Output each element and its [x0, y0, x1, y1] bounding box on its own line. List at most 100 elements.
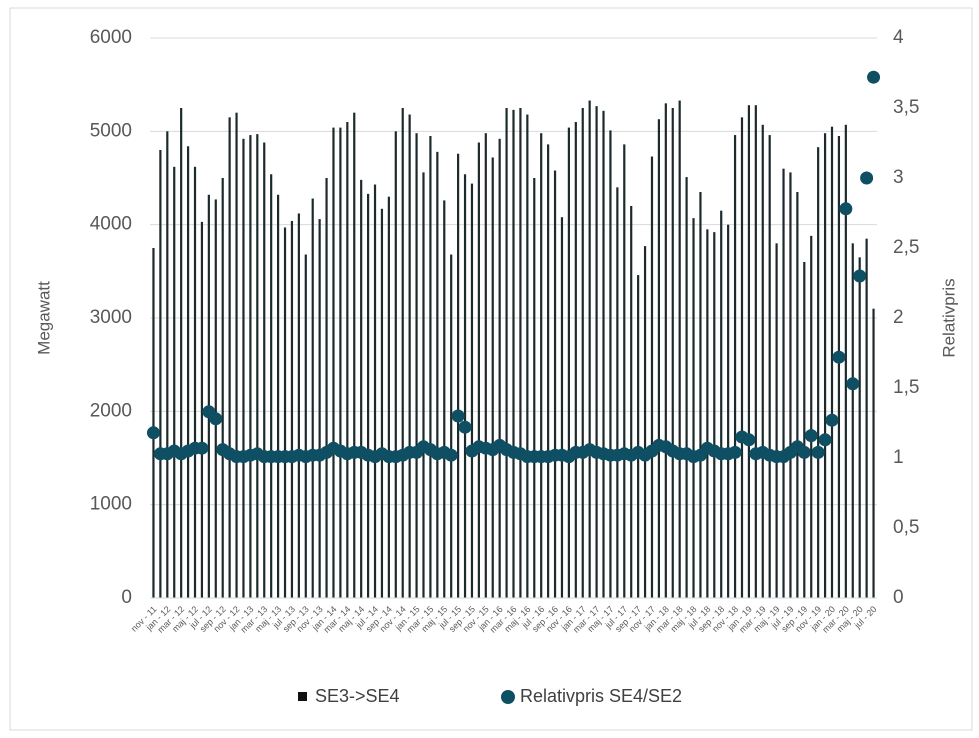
y2-tick-label: 4 [893, 27, 904, 48]
bar [844, 124, 847, 599]
bar [380, 208, 384, 599]
bar [657, 119, 660, 598]
bar [533, 178, 536, 598]
bar [851, 243, 854, 599]
bar [616, 187, 619, 599]
bar [346, 122, 349, 598]
bar [782, 168, 785, 598]
bar [152, 248, 155, 598]
bar [228, 117, 231, 598]
dot [853, 269, 867, 283]
bar [242, 138, 245, 599]
y2-tick-label: 3,5 [893, 97, 919, 118]
dot [146, 426, 160, 440]
bar [401, 108, 404, 598]
bar [429, 136, 432, 598]
bar [713, 232, 716, 598]
bar [367, 193, 370, 598]
dot [818, 433, 832, 447]
bar [422, 172, 425, 598]
bar [837, 136, 841, 598]
bar [706, 229, 709, 599]
bar [353, 112, 356, 599]
y2-tick-label: 0,5 [893, 517, 919, 538]
bar [630, 206, 633, 598]
bar [775, 243, 778, 599]
bar [733, 135, 737, 599]
bar [193, 166, 197, 599]
bar [796, 192, 799, 598]
bar [463, 174, 467, 598]
y2-tick-label: 3 [893, 167, 904, 188]
dot [742, 433, 756, 447]
dot [209, 412, 223, 426]
dot [797, 445, 811, 459]
bar [491, 157, 494, 598]
legend-marker [501, 690, 515, 704]
bar [519, 108, 522, 598]
bar [803, 262, 806, 598]
y2-tick-label: 1 [893, 447, 904, 468]
dot [825, 413, 839, 427]
bar [235, 112, 238, 599]
bar [740, 117, 744, 598]
bar [373, 184, 377, 599]
dot [846, 377, 860, 391]
bar [574, 122, 577, 598]
bar [498, 138, 501, 599]
bar [270, 174, 273, 598]
bar [727, 224, 730, 598]
bar [678, 100, 681, 599]
bar [699, 192, 702, 598]
bar [166, 131, 169, 599]
bar [560, 217, 564, 598]
bar [602, 110, 605, 599]
bar [664, 103, 667, 598]
bar [637, 275, 640, 598]
bar [761, 124, 764, 599]
dot [860, 171, 874, 185]
dot [451, 409, 465, 423]
bar [408, 114, 411, 599]
y2-tick-label: 1,5 [893, 377, 919, 398]
bar [830, 126, 834, 599]
bar [789, 172, 792, 598]
bar [332, 127, 335, 598]
bar [394, 131, 397, 599]
y2-tick-label: 2 [893, 307, 904, 328]
bar [263, 142, 266, 599]
bar [609, 130, 612, 598]
bar [457, 153, 460, 598]
bar [650, 156, 654, 599]
bar [505, 108, 508, 598]
bar [747, 105, 751, 598]
bar [436, 151, 439, 598]
bar [484, 133, 487, 598]
bar [387, 196, 390, 598]
bar [186, 146, 190, 598]
bar [180, 108, 183, 598]
bar [768, 135, 771, 599]
bar [872, 308, 875, 598]
bar [526, 114, 529, 599]
bar [553, 170, 557, 599]
legend-label: SE3->SE4 [315, 686, 400, 706]
bar [643, 246, 647, 598]
bar [415, 133, 418, 598]
bar [159, 150, 162, 598]
bar [547, 144, 550, 598]
bar [339, 127, 342, 598]
bar [588, 100, 591, 599]
bar [276, 194, 280, 599]
bar [443, 200, 446, 598]
bar [214, 199, 217, 598]
bar [671, 108, 674, 598]
bar [567, 127, 570, 598]
bar [304, 254, 307, 599]
y-tick-label: 6000 [90, 27, 132, 48]
bar [207, 194, 210, 599]
bar [221, 178, 224, 598]
bar [200, 221, 204, 598]
bar [685, 177, 688, 599]
y-tick-label: 3000 [90, 307, 132, 328]
